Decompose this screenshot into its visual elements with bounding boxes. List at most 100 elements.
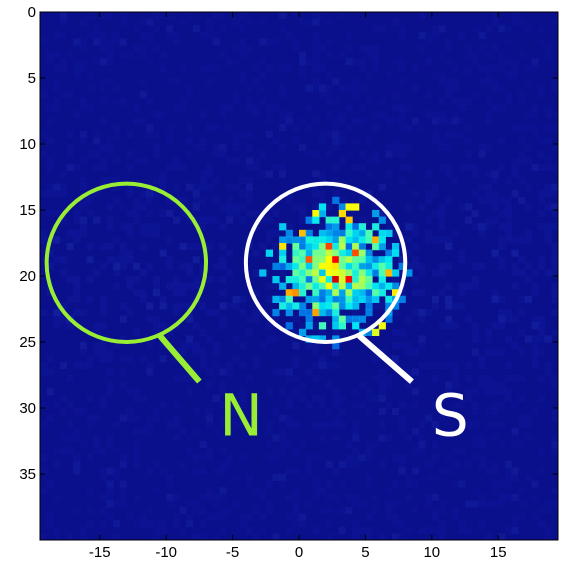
texture-cell	[106, 500, 114, 508]
texture-cell	[438, 262, 446, 270]
texture-cell	[445, 170, 453, 178]
texture-cell	[66, 150, 74, 158]
texture-cell	[219, 144, 227, 152]
heatmap-cell	[318, 289, 327, 297]
texture-cell	[225, 203, 234, 211]
heatmap-cell	[338, 289, 346, 297]
texture-cell	[518, 236, 526, 244]
texture-cell	[451, 361, 459, 369]
texture-cell	[358, 500, 366, 508]
heatmap-cell	[312, 309, 320, 317]
texture-cell	[113, 342, 121, 350]
texture-cell	[465, 315, 473, 323]
texture-cell	[451, 401, 459, 409]
texture-cell	[425, 361, 433, 369]
texture-cell	[391, 58, 400, 66]
texture-cell	[292, 447, 300, 455]
texture-cell	[219, 434, 227, 442]
x-tick-label: 5	[361, 544, 369, 561]
texture-cell	[491, 170, 499, 178]
heatmap-cell	[345, 203, 353, 211]
texture-cell	[352, 533, 360, 540]
texture-cell	[66, 533, 74, 540]
texture-cell	[99, 31, 107, 39]
heatmap-cell	[312, 282, 320, 290]
texture-cell	[113, 31, 121, 39]
texture-cell	[332, 348, 340, 356]
texture-cell	[352, 500, 360, 508]
texture-cell	[106, 144, 114, 152]
texture-cell	[378, 460, 386, 468]
texture-cell	[106, 355, 114, 363]
texture-cell	[471, 322, 479, 330]
texture-cell	[219, 203, 227, 211]
texture-cell	[318, 394, 327, 402]
texture-cell	[551, 144, 558, 152]
texture-cell	[199, 262, 207, 270]
heatmap-cell	[279, 262, 287, 270]
heatmap-cell	[352, 223, 360, 231]
texture-cell	[219, 315, 227, 323]
texture-cell	[212, 64, 220, 72]
texture-cell	[538, 150, 546, 158]
texture-cell	[458, 526, 466, 534]
texture-cell	[498, 243, 506, 251]
texture-cell	[478, 460, 486, 468]
texture-cell	[325, 408, 333, 416]
texture-cell	[159, 322, 167, 330]
texture-cell	[212, 513, 220, 521]
texture-cell	[199, 493, 207, 501]
texture-cell	[132, 460, 141, 468]
texture-cell	[79, 309, 87, 317]
texture-cell	[132, 203, 141, 211]
texture-cell	[166, 236, 174, 244]
texture-cell	[152, 223, 161, 231]
texture-cell	[259, 18, 267, 26]
texture-cell	[451, 130, 459, 138]
texture-cell	[385, 507, 393, 515]
heatmap-cell	[358, 229, 366, 237]
texture-cell	[498, 421, 506, 429]
texture-cell	[411, 64, 420, 72]
y-tick-label: 30	[19, 400, 36, 417]
texture-cell	[73, 434, 81, 442]
texture-cell	[504, 196, 513, 204]
texture-cell	[378, 408, 386, 416]
heatmap-cell	[299, 282, 307, 290]
heatmap-cell	[365, 262, 373, 270]
texture-cell	[511, 375, 519, 383]
texture-cell	[551, 223, 558, 231]
texture-cell	[358, 58, 366, 66]
texture-cell	[132, 45, 141, 53]
texture-cell	[551, 262, 558, 270]
texture-cell	[86, 210, 94, 218]
texture-cell	[511, 474, 519, 482]
heatmap-cell	[365, 269, 373, 277]
texture-cell	[451, 381, 459, 389]
texture-cell	[79, 45, 87, 53]
texture-cell	[312, 480, 320, 488]
texture-cell	[139, 91, 147, 99]
texture-cell	[159, 526, 167, 534]
texture-cell	[385, 500, 393, 508]
texture-cell	[385, 513, 393, 521]
texture-cell	[152, 328, 161, 336]
texture-cell	[172, 163, 180, 171]
texture-cell	[86, 355, 94, 363]
heatmap-cell	[358, 249, 366, 257]
texture-cell	[245, 163, 254, 171]
heatmap-cell	[325, 243, 333, 251]
texture-cell	[186, 216, 194, 224]
texture-cell	[484, 500, 493, 508]
heatmap-cell	[345, 236, 353, 244]
texture-cell	[179, 210, 187, 218]
texture-cell	[465, 375, 473, 383]
texture-cell	[272, 454, 280, 462]
texture-cell	[332, 421, 340, 429]
texture-cell	[551, 203, 558, 211]
texture-cell	[471, 163, 479, 171]
y-tick-label: 20	[19, 268, 36, 285]
heatmap-cell	[279, 256, 287, 264]
